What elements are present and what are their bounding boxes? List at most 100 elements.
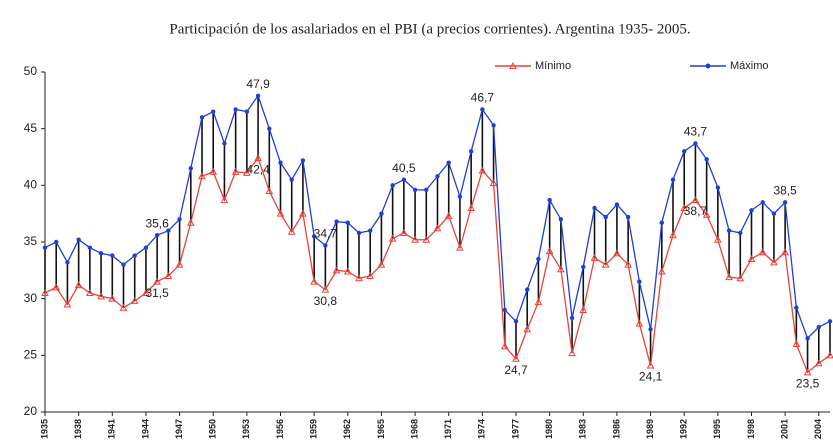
point [637, 279, 642, 284]
data-label: 42,4 [246, 162, 270, 176]
point [491, 123, 496, 128]
x-tick-label: 1956 [275, 419, 285, 439]
point [65, 260, 70, 265]
x-tick-label: 2004 [813, 419, 823, 439]
point [702, 210, 711, 218]
point [323, 243, 328, 248]
x-tick-label: 1959 [309, 419, 319, 439]
point [287, 227, 296, 235]
y-tick-label: 40 [24, 178, 38, 192]
point [805, 336, 810, 341]
point [153, 277, 161, 285]
point [356, 230, 362, 236]
point [231, 167, 240, 175]
point [87, 245, 93, 250]
data-label: 31,5 [145, 286, 169, 300]
point [670, 177, 676, 182]
point [355, 274, 363, 282]
point [388, 234, 397, 242]
point [119, 303, 128, 311]
data-label: 23,5 [796, 377, 820, 391]
data-label: 47,9 [246, 77, 270, 91]
point [545, 247, 554, 255]
point [401, 177, 407, 182]
y-tick-label: 35 [24, 234, 38, 248]
point [377, 260, 386, 268]
point [794, 305, 799, 310]
point [74, 281, 83, 289]
point [568, 349, 576, 357]
x-tick-label: 1965 [376, 419, 386, 439]
data-label: 38,5 [773, 184, 797, 198]
point [433, 224, 442, 232]
point [52, 283, 61, 291]
point [379, 211, 384, 216]
point [42, 245, 48, 250]
point [289, 177, 294, 182]
point [601, 260, 610, 268]
point [657, 267, 666, 275]
point [368, 228, 373, 233]
point [267, 126, 272, 131]
point [132, 253, 137, 258]
point [164, 271, 173, 279]
x-tick-label: 1968 [409, 419, 419, 439]
point [613, 249, 621, 257]
point [782, 200, 788, 205]
point [220, 196, 229, 204]
point [680, 203, 689, 211]
point [513, 319, 519, 324]
point [130, 296, 139, 304]
x-tick-label: 1944 [140, 419, 150, 439]
y-tick-label: 20 [24, 404, 38, 418]
point [321, 285, 330, 293]
data-label: 38,7 [684, 204, 708, 218]
x-tick-label: 1986 [611, 419, 621, 439]
point [648, 327, 653, 332]
x-tick-label: 1983 [578, 419, 588, 439]
point [603, 214, 608, 220]
point [523, 325, 532, 333]
point [760, 200, 765, 205]
point [747, 254, 756, 262]
point [557, 265, 565, 273]
point [154, 233, 160, 238]
x-tick-label: 1989 [645, 419, 655, 439]
point [478, 166, 487, 174]
point [143, 245, 149, 250]
point [211, 109, 216, 114]
x-tick-label: 1977 [510, 419, 520, 439]
x-tick-label: 1971 [443, 419, 453, 439]
point [108, 294, 117, 302]
point [209, 167, 218, 175]
point [693, 141, 698, 146]
point [299, 209, 307, 217]
point [738, 230, 743, 236]
point [424, 187, 429, 193]
point [480, 107, 485, 112]
x-tick-label: 1953 [241, 419, 251, 439]
point [244, 109, 250, 114]
point [502, 307, 507, 313]
point [770, 258, 778, 266]
point [265, 186, 274, 194]
point [803, 368, 812, 376]
point [233, 107, 238, 112]
point [592, 205, 597, 211]
point [714, 235, 722, 243]
point [199, 115, 205, 120]
point [736, 274, 745, 282]
x-tick-label: 1998 [746, 419, 756, 439]
data-label: 24,7 [504, 363, 528, 377]
point [792, 339, 801, 347]
data-label: 40,5 [392, 161, 416, 175]
point [781, 248, 789, 256]
point [63, 300, 72, 308]
point [311, 234, 317, 239]
x-tick-label: 1992 [679, 419, 689, 439]
y-tick-label: 25 [24, 348, 38, 362]
x-tick-label: 1974 [477, 419, 487, 439]
point [624, 260, 632, 268]
data-label: 34,7 [314, 227, 338, 241]
point [682, 149, 687, 154]
